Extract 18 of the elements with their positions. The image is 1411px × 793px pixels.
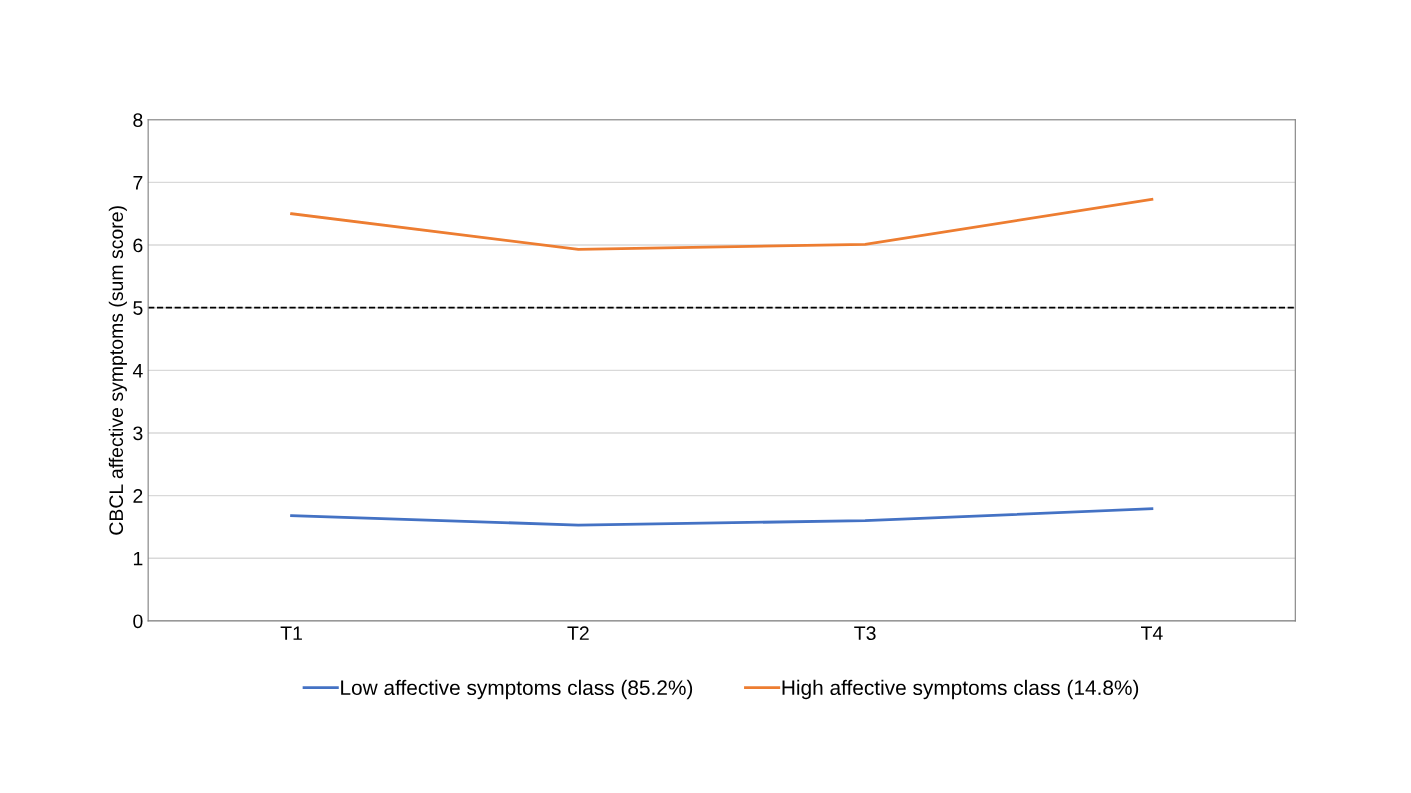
legend-label: Low affective symptoms class (85.2%) [341, 679, 693, 700]
x-tick-label: T1 [280, 626, 302, 640]
y-tick-label: 2 [133, 489, 143, 503]
line-series [290, 507, 1154, 527]
y-tick-label: 5 [133, 301, 143, 315]
y-tick-label: 3 [133, 426, 143, 441]
y-tick-label: 8 [133, 113, 143, 127]
y-tick-label: 0 [133, 614, 143, 629]
y-tick-label: 6 [133, 238, 143, 253]
x-tick-label: T4 [1141, 626, 1163, 640]
y-tick-label: 4 [132, 364, 143, 378]
legend-label: High affective symptoms class (14.8%) [782, 679, 1139, 700]
x-tick-label: T3 [854, 626, 876, 641]
y-axis-title: CBCL affective symptoms (sum score) [108, 206, 127, 535]
x-tick-label: T2 [567, 626, 589, 640]
y-tick-label: 1 [133, 551, 143, 566]
y-tick-label: 7 [133, 176, 143, 190]
line-series [290, 197, 1154, 251]
